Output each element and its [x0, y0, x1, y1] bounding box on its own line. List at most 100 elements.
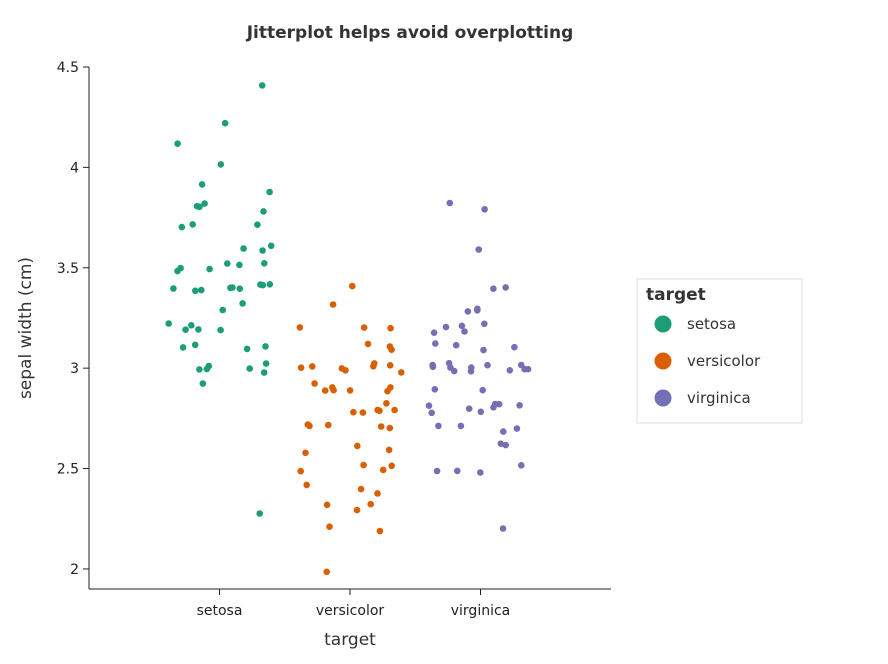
- data-point-versicolor: [383, 400, 390, 407]
- data-point-setosa: [217, 326, 224, 334]
- data-point-setosa: [266, 281, 274, 288]
- legend-title: target: [646, 285, 706, 305]
- y-tick-label: 4: [70, 160, 79, 176]
- data-point-setosa: [260, 369, 268, 376]
- data-point-virginica: [511, 343, 518, 351]
- data-point-versicolor: [386, 424, 394, 432]
- data-point-virginica: [432, 340, 439, 347]
- data-point-virginica: [518, 462, 525, 469]
- x-tick-label: versicolor: [316, 603, 385, 619]
- data-point-virginica: [447, 364, 454, 371]
- data-point-setosa: [243, 345, 251, 353]
- data-point-versicolor: [296, 324, 304, 331]
- data-point-virginica: [518, 361, 525, 369]
- y-tick-label: 3.5: [57, 261, 79, 277]
- data-point-setosa: [177, 264, 184, 272]
- data-point-virginica: [502, 284, 510, 291]
- data-point-setosa: [254, 221, 261, 228]
- data-point-virginica: [433, 467, 441, 475]
- data-point-virginica: [481, 320, 488, 328]
- legend-label-virginica: virginica: [687, 389, 751, 407]
- data-point-virginica: [428, 409, 436, 417]
- data-point-setosa: [201, 200, 208, 207]
- data-point-setosa: [178, 223, 186, 231]
- data-point-setosa: [205, 362, 213, 370]
- data-point-versicolor: [388, 462, 396, 470]
- data-point-setosa: [258, 82, 266, 89]
- data-point-setosa: [257, 281, 264, 288]
- data-point-setosa: [256, 510, 264, 517]
- y-axis-ticks: 2 2.5 3 3.5 4 4.5: [57, 60, 89, 578]
- data-point-setosa: [261, 260, 268, 267]
- data-point-setosa: [198, 181, 206, 188]
- data-point-setosa: [191, 341, 199, 349]
- data-point-virginica: [435, 422, 442, 430]
- data-point-virginica: [465, 405, 473, 413]
- legend: target setosa versicolor virginica: [636, 278, 803, 424]
- data-point-setosa: [170, 285, 177, 292]
- data-point-versicolor: [360, 324, 368, 331]
- data-point-setosa: [195, 326, 202, 333]
- x-axis-title: target: [324, 630, 376, 650]
- y-tick-label: 2: [70, 562, 79, 578]
- data-point-setosa: [236, 261, 243, 269]
- data-point-virginica: [477, 469, 484, 476]
- data-point-virginica: [458, 322, 466, 330]
- data-point-setosa: [240, 245, 247, 252]
- data-point-versicolor: [306, 422, 313, 430]
- plot-points: [165, 82, 532, 576]
- data-point-versicolor: [386, 343, 394, 350]
- legend-label-setosa: setosa: [687, 315, 736, 333]
- data-point-versicolor: [354, 442, 361, 450]
- data-point-versicolor: [364, 340, 372, 348]
- data-point-setosa: [236, 285, 244, 293]
- data-point-virginica: [431, 386, 439, 393]
- data-point-virginica: [475, 246, 483, 253]
- data-point-versicolor: [386, 362, 394, 369]
- data-point-versicolor: [385, 446, 393, 454]
- data-point-setosa: [229, 284, 236, 291]
- data-point-versicolor: [360, 461, 367, 469]
- data-point-versicolor: [374, 406, 381, 414]
- data-point-virginica: [506, 367, 514, 374]
- data-point-versicolor: [357, 485, 365, 493]
- data-point-setosa: [267, 242, 275, 250]
- data-point-versicolor: [330, 386, 337, 394]
- legend-marker-versicolor: [654, 352, 672, 370]
- data-point-versicolor: [376, 527, 384, 535]
- data-point-setosa: [217, 161, 225, 168]
- data-point-virginica: [461, 328, 468, 335]
- data-point-setosa: [196, 366, 203, 373]
- data-point-versicolor: [371, 360, 378, 367]
- y-tick-label: 4.5: [57, 60, 79, 76]
- data-point-setosa: [259, 247, 266, 254]
- y-axis-title: sepal width (cm): [16, 257, 36, 399]
- data-point-versicolor: [350, 408, 357, 416]
- chart-title: Jitterplot helps avoid overplotting: [246, 23, 574, 43]
- data-point-setosa: [189, 221, 196, 228]
- data-point-virginica: [452, 341, 460, 349]
- data-point-virginica: [446, 199, 454, 207]
- data-point-setosa: [221, 119, 229, 127]
- data-point-versicolor: [297, 364, 305, 372]
- data-point-virginica: [425, 402, 433, 410]
- x-tick-label: virginica: [451, 603, 511, 619]
- data-point-versicolor: [346, 387, 354, 394]
- y-tick-label: 3: [70, 361, 79, 377]
- data-point-versicolor: [374, 490, 381, 497]
- data-point-setosa: [192, 287, 199, 295]
- data-point-setosa: [182, 326, 189, 334]
- data-point-virginica: [467, 368, 475, 375]
- data-point-virginica: [454, 467, 461, 475]
- data-point-virginica: [516, 402, 523, 409]
- data-point-versicolor: [377, 423, 385, 430]
- data-point-setosa: [239, 300, 246, 307]
- data-point-virginica: [524, 365, 532, 373]
- data-point-versicolor: [297, 467, 305, 475]
- data-point-versicolor: [359, 409, 367, 416]
- data-point-versicolor: [321, 387, 329, 394]
- data-point-virginica: [479, 386, 487, 394]
- data-point-setosa: [198, 286, 205, 294]
- data-point-versicolor: [349, 282, 356, 290]
